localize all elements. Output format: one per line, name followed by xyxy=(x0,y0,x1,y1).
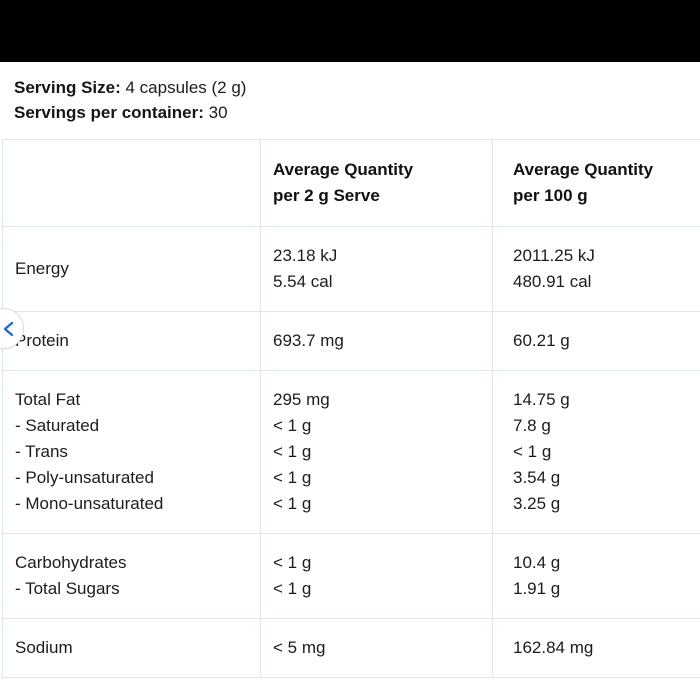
column-header-line: per 100 g xyxy=(513,186,588,205)
cell-line: 1.91 g xyxy=(513,579,561,598)
cell-line: < 1 g xyxy=(273,494,312,513)
cell-line: < 1 g xyxy=(273,468,312,487)
cell-line: < 1 g xyxy=(273,579,312,598)
per-100g-cell: 162.84 mg xyxy=(492,618,700,678)
cell-line: 693.7 mg xyxy=(273,331,344,350)
cell-line: < 1 g xyxy=(273,416,312,435)
nutrient-cell: Protein xyxy=(2,311,261,371)
top-bar xyxy=(0,0,700,62)
column-header-line: per 2 g Serve xyxy=(273,186,380,205)
cell-line: 60.21 g xyxy=(513,331,570,350)
cell-line: 10.4 g xyxy=(513,553,561,572)
per-serve-cell: 295 mg < 1 g < 1 g < 1 g < 1 g xyxy=(260,370,493,534)
serving-size-line: Serving Size: 4 capsules (2 g) xyxy=(14,75,700,100)
table-header: Average Quantity per 2 g Serve Average Qua… xyxy=(2,139,700,227)
nutrient-cell: Energy xyxy=(2,226,261,312)
table-row: Energy 23.18 kJ 5.54 cal 2011.25 kJ 480.91 c… xyxy=(2,226,700,312)
cell-line: Carbohydrates xyxy=(15,553,127,572)
cell-line: - Mono-unsaturated xyxy=(15,494,164,513)
per-100g-cell: 10.4 g 1.91 g xyxy=(492,533,700,619)
per-serve-cell: 23.18 kJ 5.54 cal xyxy=(260,226,493,312)
cell-line: - Saturated xyxy=(15,416,100,435)
cell-line: Protein xyxy=(15,331,69,350)
cell-line: 2011.25 kJ xyxy=(513,246,595,265)
cell-line: 5.54 cal xyxy=(273,272,333,291)
per-serve-cell: < 1 g < 1 g xyxy=(260,533,493,619)
cell-line: 3.25 g xyxy=(513,494,561,513)
column-header-1: Average Quantity per 2 g Serve xyxy=(260,139,493,227)
per-serve-cell: 693.7 mg xyxy=(260,311,493,371)
servings-per-container-value: 30 xyxy=(208,103,228,122)
serving-size-value: 4 capsules (2 g) xyxy=(125,78,247,97)
per-100g-cell: 2011.25 kJ 480.91 cal xyxy=(492,226,700,312)
per-serve-cell: < 5 mg xyxy=(260,618,493,678)
nutrient-cell: Total Fat - Saturated - Trans - Poly-unsatu… xyxy=(2,370,261,534)
cell-line: < 1 g xyxy=(273,553,312,572)
nutrient-cell: Sodium xyxy=(2,618,261,678)
servings-per-container-line: Servings per container: 30 xyxy=(14,100,700,125)
cell-line: < 1 g xyxy=(273,442,312,461)
chevron-left-icon xyxy=(3,321,14,336)
table-row: Protein 693.7 mg 60.21 g xyxy=(2,311,700,371)
cell-line: < 5 mg xyxy=(273,638,326,657)
cell-line: < 1 g xyxy=(513,442,552,461)
cell-line: - Trans xyxy=(15,442,68,461)
nutrition-table: Average Quantity per 2 g Serve Average Qua… xyxy=(2,139,700,678)
table-row: Sodium < 5 mg 162.84 mg xyxy=(2,618,700,678)
cell-line: 480.91 cal xyxy=(513,272,592,291)
column-header-2: Average Quantity per 100 g xyxy=(492,139,700,227)
table-row: Total Fat - Saturated - Trans - Poly-unsatu… xyxy=(2,370,700,534)
cell-line: - Total Sugars xyxy=(15,579,120,598)
column-header-line: Average Quantity xyxy=(513,160,654,179)
column-header-0 xyxy=(2,139,261,227)
cell-line: 162.84 mg xyxy=(513,638,594,657)
cell-line: - Poly-unsaturated xyxy=(15,468,154,487)
serving-info: Serving Size: 4 capsules (2 g) Servings … xyxy=(14,75,700,125)
cell-line: Total Fat xyxy=(15,390,81,409)
cell-line: 14.75 g xyxy=(513,390,570,409)
table-body: Energy 23.18 kJ 5.54 cal 2011.25 kJ 480.91 c… xyxy=(2,226,700,678)
cell-line: 3.54 g xyxy=(513,468,561,487)
header-row: Average Quantity per 2 g Serve Average Qua… xyxy=(2,139,700,227)
serving-size-label: Serving Size: xyxy=(14,78,121,97)
cell-line: Sodium xyxy=(15,638,73,657)
cell-line: 7.8 g xyxy=(513,416,551,435)
cell-line: Energy xyxy=(15,259,69,278)
cell-line: 295 mg xyxy=(273,390,330,409)
cell-line: 23.18 kJ xyxy=(273,246,338,265)
table-row: Carbohydrates - Total Sugars < 1 g < 1 g 10.… xyxy=(2,533,700,619)
servings-per-container-label: Servings per container: xyxy=(14,103,204,122)
column-header-line: Average Quantity xyxy=(273,160,414,179)
per-100g-cell: 60.21 g xyxy=(492,311,700,371)
nutrient-cell: Carbohydrates - Total Sugars xyxy=(2,533,261,619)
per-100g-cell: 14.75 g 7.8 g < 1 g 3.54 g 3.25 g xyxy=(492,370,700,534)
